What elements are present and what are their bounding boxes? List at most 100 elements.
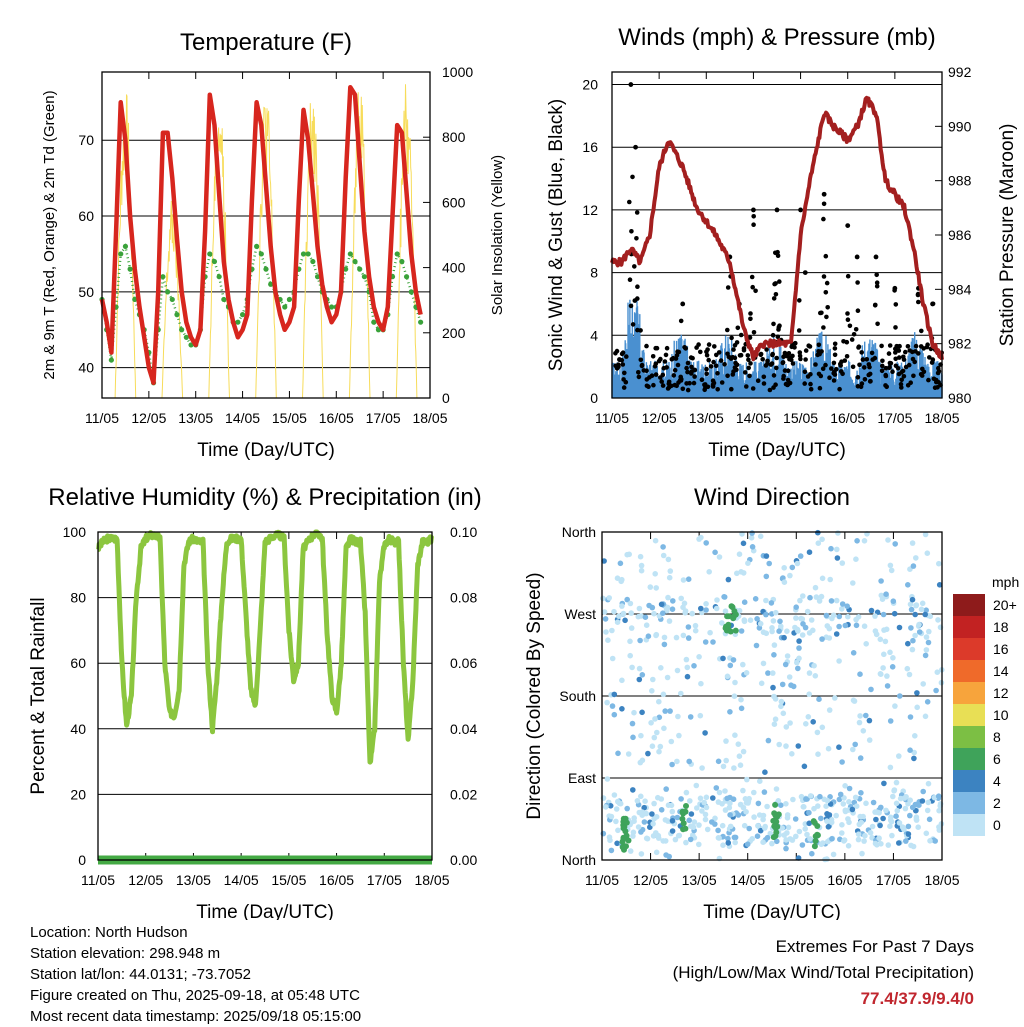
direction-point <box>824 818 830 824</box>
direction-point <box>845 843 852 849</box>
direction-point <box>795 628 801 634</box>
direction-point <box>794 659 800 666</box>
x-tick-label: 14/05 <box>736 410 771 426</box>
gust-point <box>855 308 861 314</box>
dewpoint-point <box>361 274 367 280</box>
gust-point <box>702 387 707 393</box>
x-tick-label: 11/05 <box>585 872 619 888</box>
direction-point <box>741 618 748 625</box>
direction-point <box>648 720 654 726</box>
direction-point <box>828 598 835 604</box>
direction-point <box>801 804 807 810</box>
direction-point <box>731 765 737 771</box>
direction-point <box>824 811 830 817</box>
direction-point <box>703 804 710 811</box>
direction-point <box>844 603 850 609</box>
dewpoint-point <box>418 319 424 325</box>
direction-point <box>683 656 690 663</box>
direction-point <box>785 824 792 831</box>
legend-label: 16 <box>993 641 1009 657</box>
direction-point <box>724 795 730 802</box>
y-tick-label-right: 600 <box>442 194 466 210</box>
direction-point <box>833 631 840 637</box>
direction-point <box>738 569 744 575</box>
direction-point <box>890 793 896 800</box>
direction-point <box>935 617 941 623</box>
direction-point <box>749 544 756 550</box>
direction-point <box>823 634 830 640</box>
x-tick-label: 14/05 <box>224 872 259 888</box>
x-tick-label: 13/05 <box>178 410 213 426</box>
gust-point <box>671 373 677 378</box>
y-tick-label-right: 0.06 <box>450 655 477 671</box>
gust-point <box>684 365 689 371</box>
gust-point <box>763 363 769 368</box>
direction-point <box>653 814 660 820</box>
direction-point-fast <box>683 803 689 809</box>
direction-point <box>667 568 674 574</box>
gust-point <box>910 349 915 355</box>
winds-xlabel: Time (Day/UTC) <box>708 440 846 461</box>
direction-point <box>854 538 860 544</box>
x-tick-label: 18/05 <box>414 872 449 888</box>
gust-point <box>815 352 820 358</box>
direction-point <box>887 764 894 771</box>
gust-point <box>777 323 782 329</box>
y-tick-label: 12 <box>582 202 598 218</box>
direction-point <box>736 607 743 614</box>
x-tick-label: 12/05 <box>633 872 668 888</box>
gust-point <box>803 357 808 362</box>
direction-point-fast <box>770 834 777 841</box>
gust-point <box>858 384 864 390</box>
y-tick-label-right: 200 <box>442 325 466 341</box>
x-tick-label: 18/05 <box>924 410 959 426</box>
x-tick-label: 13/05 <box>689 410 724 426</box>
direction-point <box>887 817 894 824</box>
gust-point <box>711 359 716 365</box>
direction-point <box>776 628 782 634</box>
direction-point <box>605 637 611 643</box>
x-tick-label: 15/05 <box>783 410 818 426</box>
direction-point <box>926 628 932 635</box>
direction-point <box>909 646 916 653</box>
gust-point <box>689 364 694 370</box>
gust-point <box>908 380 913 386</box>
direction-point <box>788 682 794 688</box>
direction-point <box>936 560 942 567</box>
direction-point <box>807 836 813 842</box>
direction-point <box>872 613 878 619</box>
direction-point <box>806 691 812 697</box>
direction-point-fast <box>773 829 780 836</box>
direction-point <box>751 814 757 820</box>
direction-point <box>913 817 920 823</box>
direction-point <box>857 713 863 719</box>
gust-point <box>622 370 627 376</box>
direction-point <box>860 728 867 734</box>
direction-point <box>858 790 864 796</box>
direction-point <box>896 624 903 631</box>
direction-point <box>665 556 672 563</box>
direction-point <box>904 665 911 672</box>
direction-point <box>736 753 743 759</box>
direction-point <box>772 716 779 722</box>
gust-point <box>782 368 788 373</box>
direction-point <box>696 841 702 848</box>
direction-point <box>908 606 915 613</box>
direction-point <box>674 758 680 765</box>
direction-point <box>829 836 835 842</box>
gust-point <box>893 325 898 330</box>
direction-point <box>925 639 932 646</box>
direction-point-fast <box>811 819 818 826</box>
direction-point <box>725 840 732 846</box>
direction-point <box>699 808 705 814</box>
direction-point <box>846 785 853 792</box>
plot-border <box>97 531 433 861</box>
direction-point <box>765 737 772 744</box>
direction-point <box>658 796 665 802</box>
direction-point <box>815 803 821 809</box>
y-tick-label: 70 <box>78 132 94 148</box>
direction-point <box>913 602 919 609</box>
direction-point <box>780 710 787 717</box>
gust-point <box>900 368 906 374</box>
gust-point <box>621 385 627 390</box>
